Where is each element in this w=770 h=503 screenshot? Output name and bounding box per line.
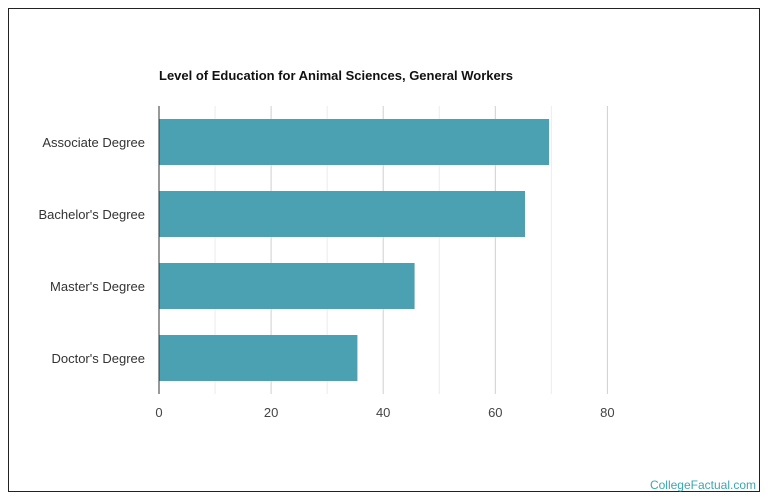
category-label: Master's Degree (50, 279, 145, 294)
chart-title: Level of Education for Animal Sciences, … (159, 68, 513, 83)
x-tick-label: 20 (264, 405, 278, 420)
tick-labels: 0 20 40 60 80 (155, 405, 614, 420)
chart-frame (8, 8, 760, 492)
x-tick-label: 40 (376, 405, 390, 420)
x-tick-label: 0 (155, 405, 162, 420)
bar (159, 191, 526, 237)
category-label: Bachelor's Degree (38, 207, 145, 222)
x-tick-label: 80 (600, 405, 614, 420)
bar (159, 119, 550, 165)
category-labels: Associate Degree Bachelor's Degree Master'… (38, 135, 145, 366)
watermark: CollegeFactual.com (649, 478, 756, 492)
category-label: Associate Degree (42, 135, 145, 150)
category-label: Doctor's Degree (51, 351, 145, 366)
bar (159, 263, 415, 309)
bars (159, 119, 550, 381)
bar (159, 335, 358, 381)
x-tick-label: 60 (488, 405, 502, 420)
